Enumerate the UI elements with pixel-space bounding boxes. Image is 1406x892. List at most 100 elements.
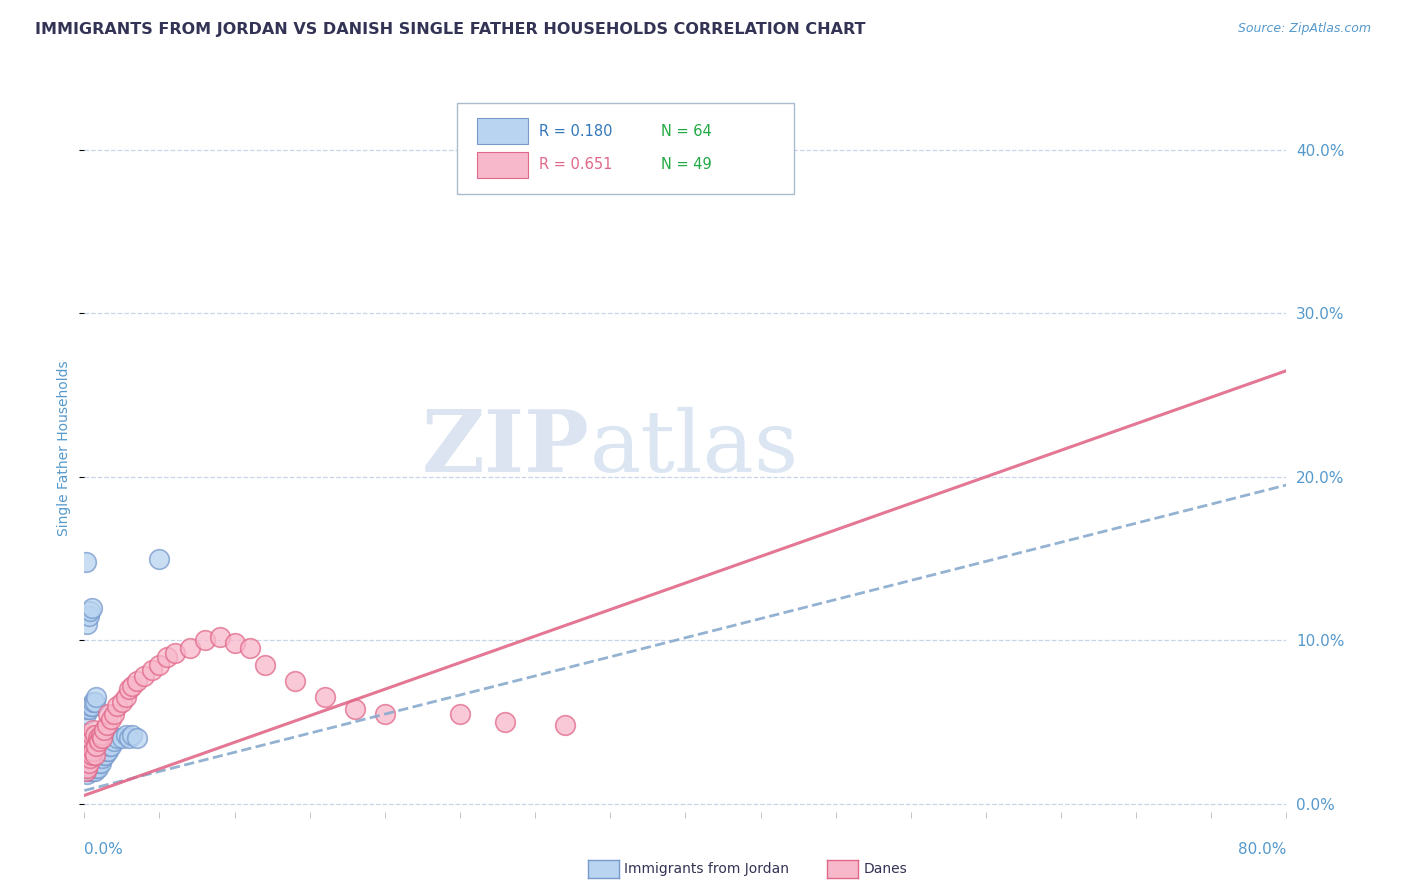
Text: Source: ZipAtlas.com: Source: ZipAtlas.com bbox=[1237, 22, 1371, 36]
Point bbox=[79, 756, 101, 770]
Point bbox=[86, 761, 108, 775]
Text: R = 0.651: R = 0.651 bbox=[538, 157, 612, 172]
Text: Danes: Danes bbox=[863, 862, 907, 876]
Point bbox=[83, 728, 105, 742]
Point bbox=[76, 744, 98, 758]
Point bbox=[80, 747, 103, 762]
Point bbox=[75, 706, 97, 721]
Point bbox=[82, 756, 104, 770]
Point bbox=[80, 600, 103, 615]
Point bbox=[148, 657, 170, 672]
Point bbox=[76, 767, 98, 781]
Point bbox=[75, 756, 97, 770]
Point bbox=[103, 734, 125, 748]
Point bbox=[97, 744, 120, 758]
Point bbox=[76, 751, 98, 765]
Point bbox=[125, 731, 148, 746]
Point bbox=[90, 728, 112, 742]
Point bbox=[76, 734, 98, 748]
Point bbox=[96, 718, 118, 732]
Point bbox=[79, 604, 101, 618]
FancyBboxPatch shape bbox=[478, 152, 527, 178]
Point bbox=[82, 739, 104, 754]
Point bbox=[284, 673, 307, 688]
Point bbox=[75, 747, 97, 762]
FancyBboxPatch shape bbox=[478, 118, 527, 145]
Point bbox=[75, 764, 97, 778]
Point bbox=[118, 731, 141, 746]
Point bbox=[80, 728, 103, 742]
Point bbox=[76, 702, 98, 716]
Point bbox=[494, 714, 516, 729]
Point bbox=[86, 690, 108, 705]
Point bbox=[83, 695, 105, 709]
Point bbox=[79, 747, 101, 762]
Point bbox=[96, 744, 118, 758]
Point bbox=[79, 764, 101, 778]
Point bbox=[77, 608, 100, 623]
Point bbox=[75, 764, 97, 778]
Point bbox=[80, 756, 103, 770]
Point bbox=[125, 673, 148, 688]
Point bbox=[89, 756, 111, 770]
Point bbox=[103, 706, 125, 721]
Point bbox=[80, 698, 103, 713]
Point bbox=[111, 695, 134, 709]
Point bbox=[156, 649, 179, 664]
Point bbox=[76, 761, 98, 775]
Text: ZIP: ZIP bbox=[422, 406, 589, 491]
Point bbox=[100, 739, 122, 754]
Point bbox=[82, 695, 104, 709]
Point bbox=[239, 641, 262, 656]
Point bbox=[83, 739, 105, 754]
Point bbox=[121, 679, 143, 693]
Point bbox=[449, 706, 471, 721]
Point bbox=[343, 702, 366, 716]
Point bbox=[83, 764, 105, 778]
Point bbox=[77, 734, 100, 748]
Point bbox=[79, 734, 101, 748]
Text: N = 49: N = 49 bbox=[661, 157, 711, 172]
Point bbox=[374, 706, 396, 721]
Point bbox=[80, 764, 103, 778]
Point bbox=[77, 734, 100, 748]
Point bbox=[80, 739, 103, 754]
Point bbox=[163, 646, 186, 660]
Point bbox=[224, 636, 246, 650]
Point bbox=[75, 747, 97, 762]
Point bbox=[115, 728, 138, 742]
Point bbox=[98, 739, 121, 754]
Point bbox=[76, 739, 98, 754]
Point bbox=[83, 747, 105, 762]
Point bbox=[82, 744, 104, 758]
Point bbox=[86, 739, 108, 754]
Point bbox=[77, 702, 100, 716]
Point bbox=[91, 751, 114, 765]
Point bbox=[314, 690, 336, 705]
Point bbox=[77, 756, 100, 770]
Y-axis label: Single Father Households: Single Father Households bbox=[58, 360, 72, 536]
Point bbox=[89, 734, 111, 748]
Point bbox=[83, 751, 105, 765]
Point bbox=[76, 616, 98, 631]
Point bbox=[134, 669, 156, 683]
Text: N = 64: N = 64 bbox=[661, 124, 711, 139]
Text: R = 0.180: R = 0.180 bbox=[538, 124, 612, 139]
Point bbox=[77, 756, 100, 770]
Point bbox=[111, 731, 134, 746]
Text: 0.0%: 0.0% bbox=[84, 842, 124, 857]
Point bbox=[141, 663, 163, 677]
Point bbox=[97, 706, 120, 721]
Point bbox=[90, 756, 112, 770]
Point bbox=[79, 731, 101, 746]
Point bbox=[79, 698, 101, 713]
Point bbox=[77, 739, 100, 754]
Point bbox=[208, 630, 231, 644]
Point bbox=[75, 555, 97, 569]
Point bbox=[77, 764, 100, 778]
Point bbox=[87, 744, 110, 758]
Point bbox=[100, 712, 122, 726]
Point bbox=[90, 734, 112, 748]
Point bbox=[94, 747, 117, 762]
Point bbox=[91, 731, 114, 746]
